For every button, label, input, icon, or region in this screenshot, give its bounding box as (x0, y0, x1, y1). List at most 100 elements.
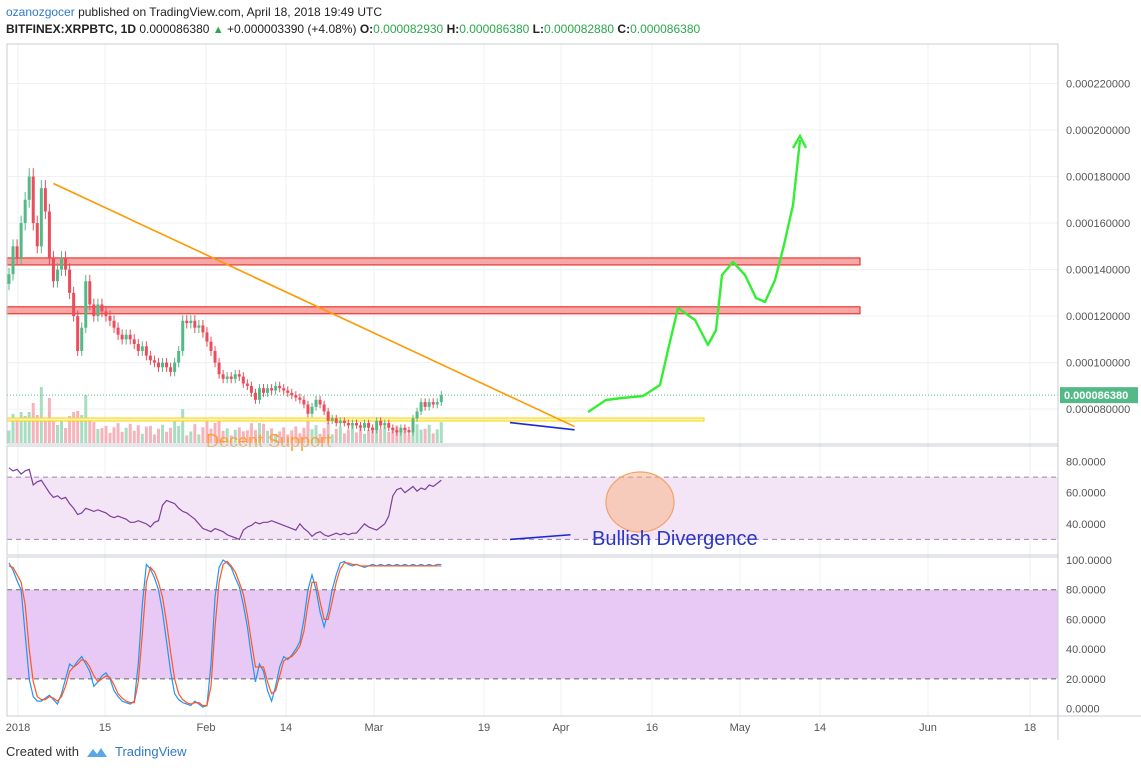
downtrend-line (53, 182, 575, 428)
candle-body (124, 334, 128, 340)
candle-body (346, 423, 350, 426)
volume-bar (423, 428, 427, 443)
candle-body (342, 420, 346, 424)
volume-bar (318, 433, 322, 443)
volume-bar (88, 418, 92, 443)
candle-body (330, 418, 334, 421)
candle-body (278, 385, 282, 389)
volume-bar (229, 435, 233, 443)
volume-bar (96, 429, 100, 443)
last-price-tag (1060, 387, 1138, 404)
high-label: H: (446, 22, 460, 36)
candle-body (395, 430, 399, 433)
open-label: O: (359, 22, 374, 36)
time-tick-label: 2018 (6, 722, 30, 734)
volume-bar (294, 426, 298, 443)
candle-body (387, 423, 391, 428)
stoch-band (7, 589, 1058, 679)
volume-bar (427, 424, 431, 443)
price-tick-label: 0.000140000 (1066, 265, 1130, 277)
price-tick-label: 0.000120000 (1066, 311, 1130, 323)
volume-bar (358, 428, 362, 443)
candle-body (27, 176, 31, 200)
candle-body (314, 399, 318, 407)
candle-body (358, 425, 362, 428)
volume-bar (189, 431, 193, 443)
volume-bar (274, 433, 278, 443)
volume-bar (193, 424, 197, 443)
candle-body (399, 427, 403, 433)
volume-bar (298, 433, 302, 443)
candle-body (15, 246, 19, 258)
candle-body (43, 188, 47, 212)
volume-bar (367, 429, 371, 443)
candle-body (253, 392, 257, 400)
volume-bar (112, 427, 116, 443)
volume-bar (185, 435, 189, 443)
candle-body (245, 383, 249, 386)
volume-bar (245, 430, 249, 443)
support-zone (6, 417, 705, 422)
candle-body (68, 269, 72, 293)
time-tick-label: 19 (478, 722, 490, 734)
candle-body (19, 223, 23, 258)
candle-body (213, 350, 217, 363)
volume-bar (310, 429, 314, 443)
candle-body (367, 423, 371, 428)
candle-body (177, 350, 181, 363)
tradingview-brand[interactable]: TradingView (114, 744, 187, 759)
publish-line: ozanozgocer published on TradingView.com… (6, 4, 700, 21)
pane-border (6, 43, 1059, 445)
candle-body (148, 355, 152, 361)
candle-body (350, 423, 354, 426)
volume-bar (262, 423, 266, 443)
candle-body (241, 376, 245, 384)
author-link[interactable]: ozanozgocer (6, 5, 75, 19)
volume-bar (326, 422, 330, 443)
volume-bar (334, 428, 338, 443)
price-tick-label: 0.000100000 (1066, 358, 1130, 370)
change-value: +0.000003390 (+4.08%) (227, 22, 357, 36)
candle-body (60, 257, 64, 270)
volume-bar (241, 431, 245, 443)
volume-bar (387, 431, 391, 443)
time-tick-label: Jun (919, 722, 937, 734)
time-tick-label: 16 (646, 722, 658, 734)
volume-bar (302, 427, 306, 443)
candle-body (266, 388, 270, 393)
volume-bar (144, 426, 148, 443)
pane-frames (6, 43, 1141, 740)
candle-body (229, 376, 233, 379)
volume-bar (363, 433, 367, 443)
volume-bar (31, 403, 35, 443)
volume-bar (257, 423, 261, 443)
stoch-tick-label: 40.0000 (1066, 644, 1106, 656)
candle-body (132, 339, 136, 344)
candle-body (209, 341, 213, 351)
volume-bar (383, 426, 387, 443)
candle-body (80, 327, 84, 351)
volume-bar (19, 412, 23, 443)
candle-body (298, 397, 302, 400)
candle-body (249, 385, 253, 393)
footer: Created with TradingView (6, 744, 187, 759)
volume-bar (60, 421, 64, 443)
candle-body (84, 281, 88, 328)
candle-body (76, 316, 80, 351)
candle-body (72, 292, 76, 317)
volume-bar (282, 427, 286, 443)
rsi-tick-label: 60.0000 (1066, 488, 1106, 500)
candle-body (274, 385, 278, 391)
candle-body (136, 344, 140, 351)
candle-body (286, 390, 290, 393)
candle-body (55, 269, 59, 282)
candle-body (47, 211, 51, 258)
volume-bar (237, 427, 241, 443)
volume-bar (266, 430, 270, 443)
rsi-line (8, 467, 442, 541)
volume-bar (209, 428, 213, 443)
candle-body (363, 423, 367, 428)
candle-body (435, 402, 439, 405)
volume-bar (439, 422, 443, 443)
